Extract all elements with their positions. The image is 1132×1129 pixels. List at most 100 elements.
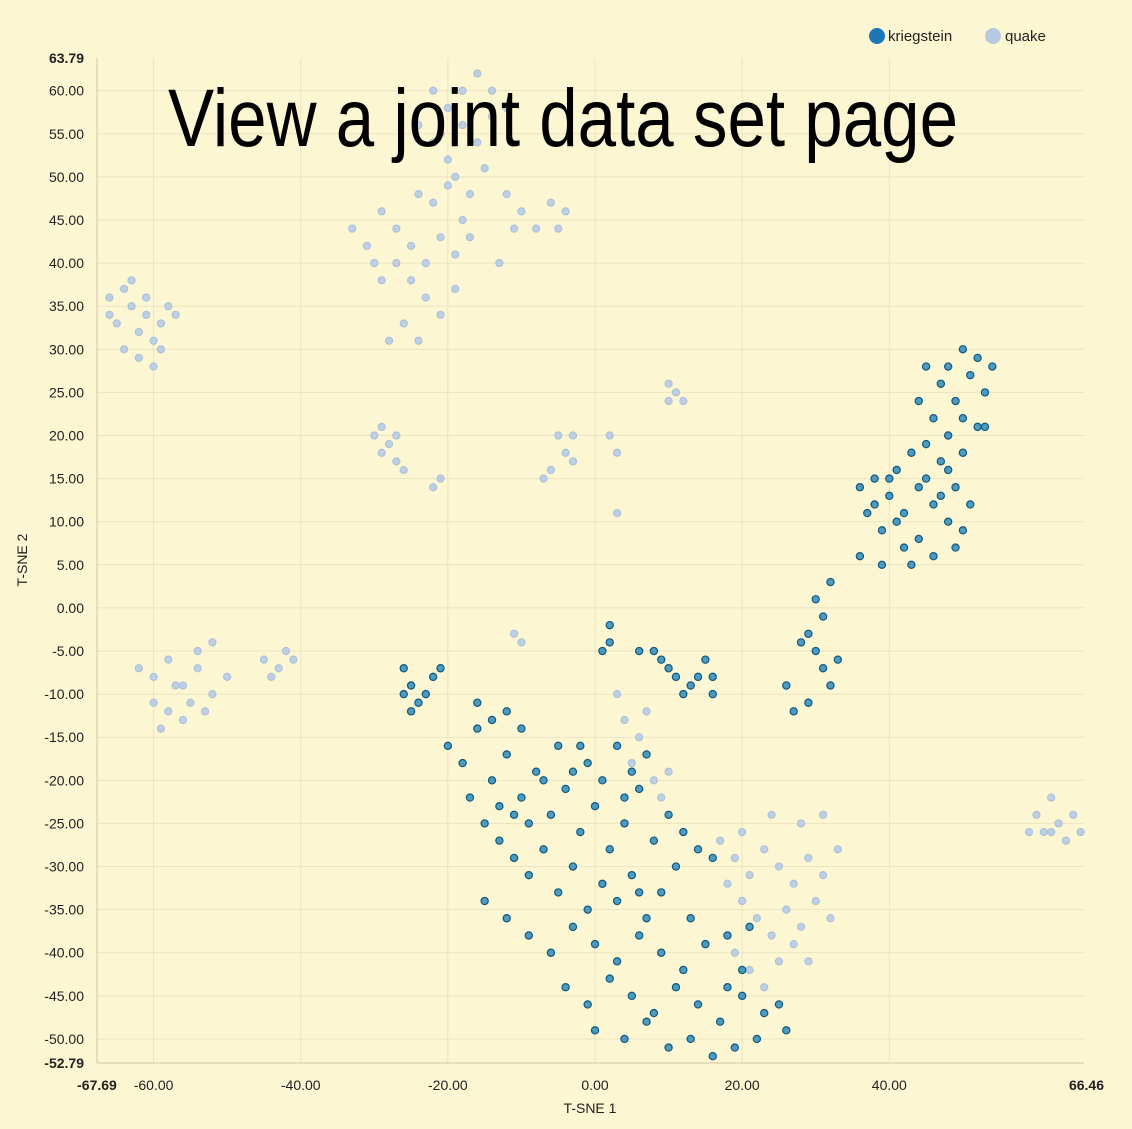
point-quake[interactable] (392, 431, 401, 440)
point-quake[interactable] (149, 336, 158, 345)
point-kriegstein[interactable] (546, 948, 556, 957)
point-kriegstein[interactable] (855, 551, 865, 561)
point-kriegstein[interactable] (509, 810, 519, 820)
point-kriegstein[interactable] (782, 1026, 791, 1035)
point-kriegstein[interactable] (590, 939, 600, 949)
point-kriegstein[interactable] (708, 1051, 717, 1061)
point-kriegstein[interactable] (885, 474, 894, 483)
point-quake[interactable] (745, 871, 754, 880)
point-kriegstein[interactable] (495, 836, 504, 845)
point-quake[interactable] (774, 957, 784, 966)
point-kriegstein[interactable] (524, 819, 534, 828)
point-quake[interactable] (738, 827, 747, 837)
point-quake[interactable] (406, 276, 416, 285)
point-kriegstein[interactable] (826, 681, 835, 690)
point-kriegstein[interactable] (958, 414, 968, 423)
point-kriegstein[interactable] (649, 1008, 659, 1018)
point-kriegstein[interactable] (951, 543, 960, 552)
point-kriegstein[interactable] (605, 620, 614, 630)
point-kriegstein[interactable] (958, 448, 968, 457)
point-kriegstein[interactable] (914, 483, 923, 492)
point-quake[interactable] (811, 896, 820, 906)
point-kriegstein[interactable] (657, 888, 666, 897)
point-kriegstein[interactable] (517, 793, 526, 802)
point-kriegstein[interactable] (921, 439, 931, 449)
point-quake[interactable] (384, 336, 394, 345)
point-quake[interactable] (370, 431, 379, 440)
point-quake[interactable] (164, 655, 173, 664)
point-kriegstein[interactable] (899, 543, 909, 552)
point-quake[interactable] (612, 508, 622, 518)
point-quake[interactable] (487, 112, 497, 121)
point-kriegstein[interactable] (576, 827, 585, 837)
point-quake[interactable] (465, 190, 475, 199)
point-quake[interactable] (384, 440, 394, 449)
point-quake[interactable] (612, 448, 622, 457)
point-kriegstein[interactable] (664, 664, 673, 673)
point-quake[interactable] (1047, 793, 1056, 802)
point-quake[interactable] (421, 258, 430, 268)
point-kriegstein[interactable] (708, 672, 717, 682)
point-quake[interactable] (406, 241, 416, 250)
point-kriegstein[interactable] (730, 1043, 740, 1052)
point-quake[interactable] (429, 483, 438, 492)
point-quake[interactable] (664, 379, 673, 388)
point-kriegstein[interactable] (863, 508, 872, 518)
point-kriegstein[interactable] (517, 724, 526, 733)
point-kriegstein[interactable] (870, 474, 879, 483)
point-kriegstein[interactable] (686, 1034, 695, 1044)
point-quake[interactable] (105, 293, 114, 302)
point-quake[interactable] (178, 715, 188, 725)
point-quake[interactable] (458, 215, 467, 225)
point-quake[interactable] (149, 698, 158, 707)
point-quake[interactable] (458, 121, 467, 130)
point-quake[interactable] (546, 198, 555, 207)
point-quake[interactable] (546, 465, 555, 475)
point-kriegstein[interactable] (473, 724, 482, 733)
point-kriegstein[interactable] (723, 983, 732, 992)
point-kriegstein[interactable] (465, 793, 475, 802)
point-quake[interactable] (635, 733, 644, 742)
point-quake[interactable] (436, 129, 445, 138)
point-quake[interactable] (436, 233, 445, 242)
point-kriegstein[interactable] (443, 741, 453, 751)
point-kriegstein[interactable] (679, 827, 688, 837)
point-kriegstein[interactable] (980, 422, 990, 432)
point-quake[interactable] (819, 810, 828, 819)
point-quake[interactable] (362, 241, 372, 250)
point-kriegstein[interactable] (605, 845, 614, 854)
point-quake[interactable] (451, 284, 460, 294)
point-kriegstein[interactable] (804, 698, 813, 707)
point-quake[interactable] (1039, 827, 1048, 837)
point-kriegstein[interactable] (760, 1008, 769, 1018)
point-quake[interactable] (1032, 810, 1041, 819)
point-quake[interactable] (443, 181, 452, 190)
point-quake[interactable] (517, 638, 526, 647)
point-quake[interactable] (377, 422, 386, 431)
point-kriegstein[interactable] (612, 896, 622, 906)
point-kriegstein[interactable] (554, 888, 563, 897)
point-kriegstein[interactable] (642, 750, 651, 759)
point-quake[interactable] (414, 121, 423, 130)
point-kriegstein[interactable] (554, 741, 563, 751)
point-quake[interactable] (200, 707, 210, 716)
point-quake[interactable] (679, 396, 688, 406)
point-kriegstein[interactable] (598, 646, 607, 656)
point-quake[interactable] (664, 396, 673, 406)
point-quake[interactable] (767, 810, 776, 819)
point-kriegstein[interactable] (988, 362, 997, 371)
point-kriegstein[interactable] (583, 1000, 592, 1009)
point-kriegstein[interactable] (495, 801, 504, 811)
point-quake[interactable] (156, 724, 166, 733)
point-kriegstein[interactable] (723, 931, 732, 940)
point-kriegstein[interactable] (473, 698, 482, 707)
point-quake[interactable] (804, 853, 813, 863)
point-quake[interactable] (178, 681, 188, 690)
point-quake[interactable] (164, 302, 173, 311)
point-kriegstein[interactable] (671, 672, 681, 682)
point-kriegstein[interactable] (612, 957, 622, 966)
point-quake[interactable] (760, 983, 769, 992)
point-quake[interactable] (745, 965, 754, 975)
point-kriegstein[interactable] (737, 991, 747, 1001)
point-kriegstein[interactable] (531, 767, 541, 776)
